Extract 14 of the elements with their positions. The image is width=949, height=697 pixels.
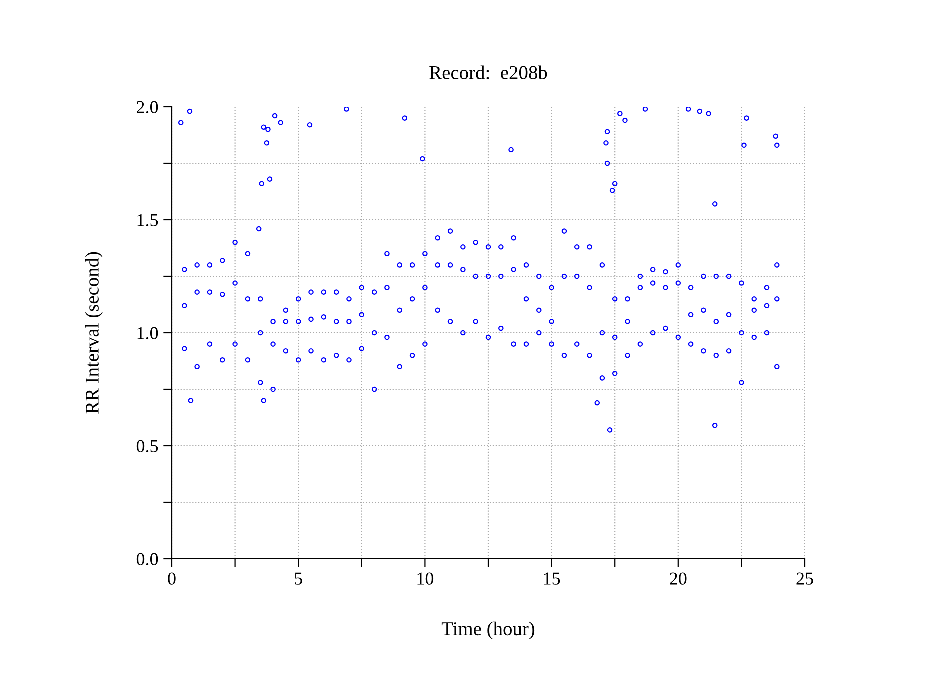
y-tick-label: 2.0: [137, 101, 158, 114]
chart-title: Record: e208b: [430, 66, 548, 80]
y-axis-title: RR Interval (second): [85, 252, 103, 414]
x-tick-label: 15: [544, 572, 560, 585]
y-tick-label: 0.0: [136, 553, 158, 566]
y-tick-label: 0.5: [136, 440, 158, 453]
x-tick-label: 25: [796, 572, 814, 585]
x-tick-label: 10: [418, 572, 434, 585]
x-axis-title: Time (hour): [442, 622, 535, 640]
x-tick-label: 5: [295, 572, 302, 585]
y-tick-label: 1.5: [138, 214, 158, 227]
x-tick-label: 20: [670, 572, 687, 585]
y-tick-label: 1.0: [138, 327, 158, 340]
x-tick-label: 0: [168, 572, 176, 585]
